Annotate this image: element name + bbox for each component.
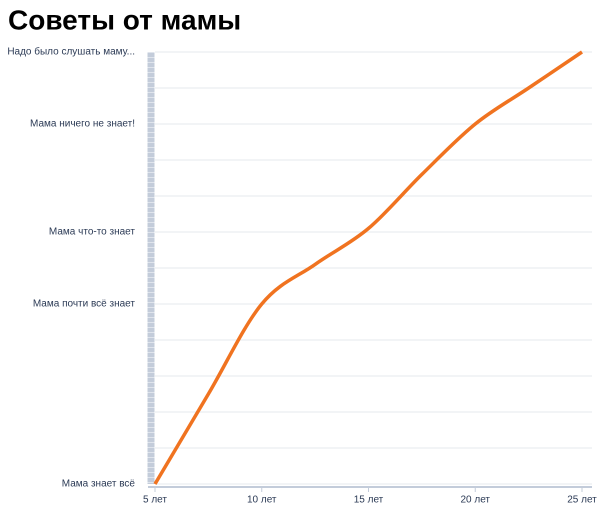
y-tick-label: Мама знает всё [62, 479, 136, 490]
line [153, 50, 583, 485]
x-tick-label: 15 лет [354, 495, 384, 506]
y-tick-label: Мама почти всё знает [33, 299, 136, 310]
x-tick-label: 20 лет [460, 495, 490, 506]
chart-title: Советы от мамы [8, 4, 241, 35]
x-tick-label: 5 лет [143, 495, 167, 506]
y-tick-label: Мама что-то знает [49, 227, 135, 238]
x-tick-label: 10 лет [247, 495, 277, 506]
x-tick-label: 25 лет [567, 495, 597, 506]
y-tick-label: Надо было слушать маму... [7, 46, 135, 58]
y-tick-label: Мама ничего не знает! [30, 119, 135, 130]
